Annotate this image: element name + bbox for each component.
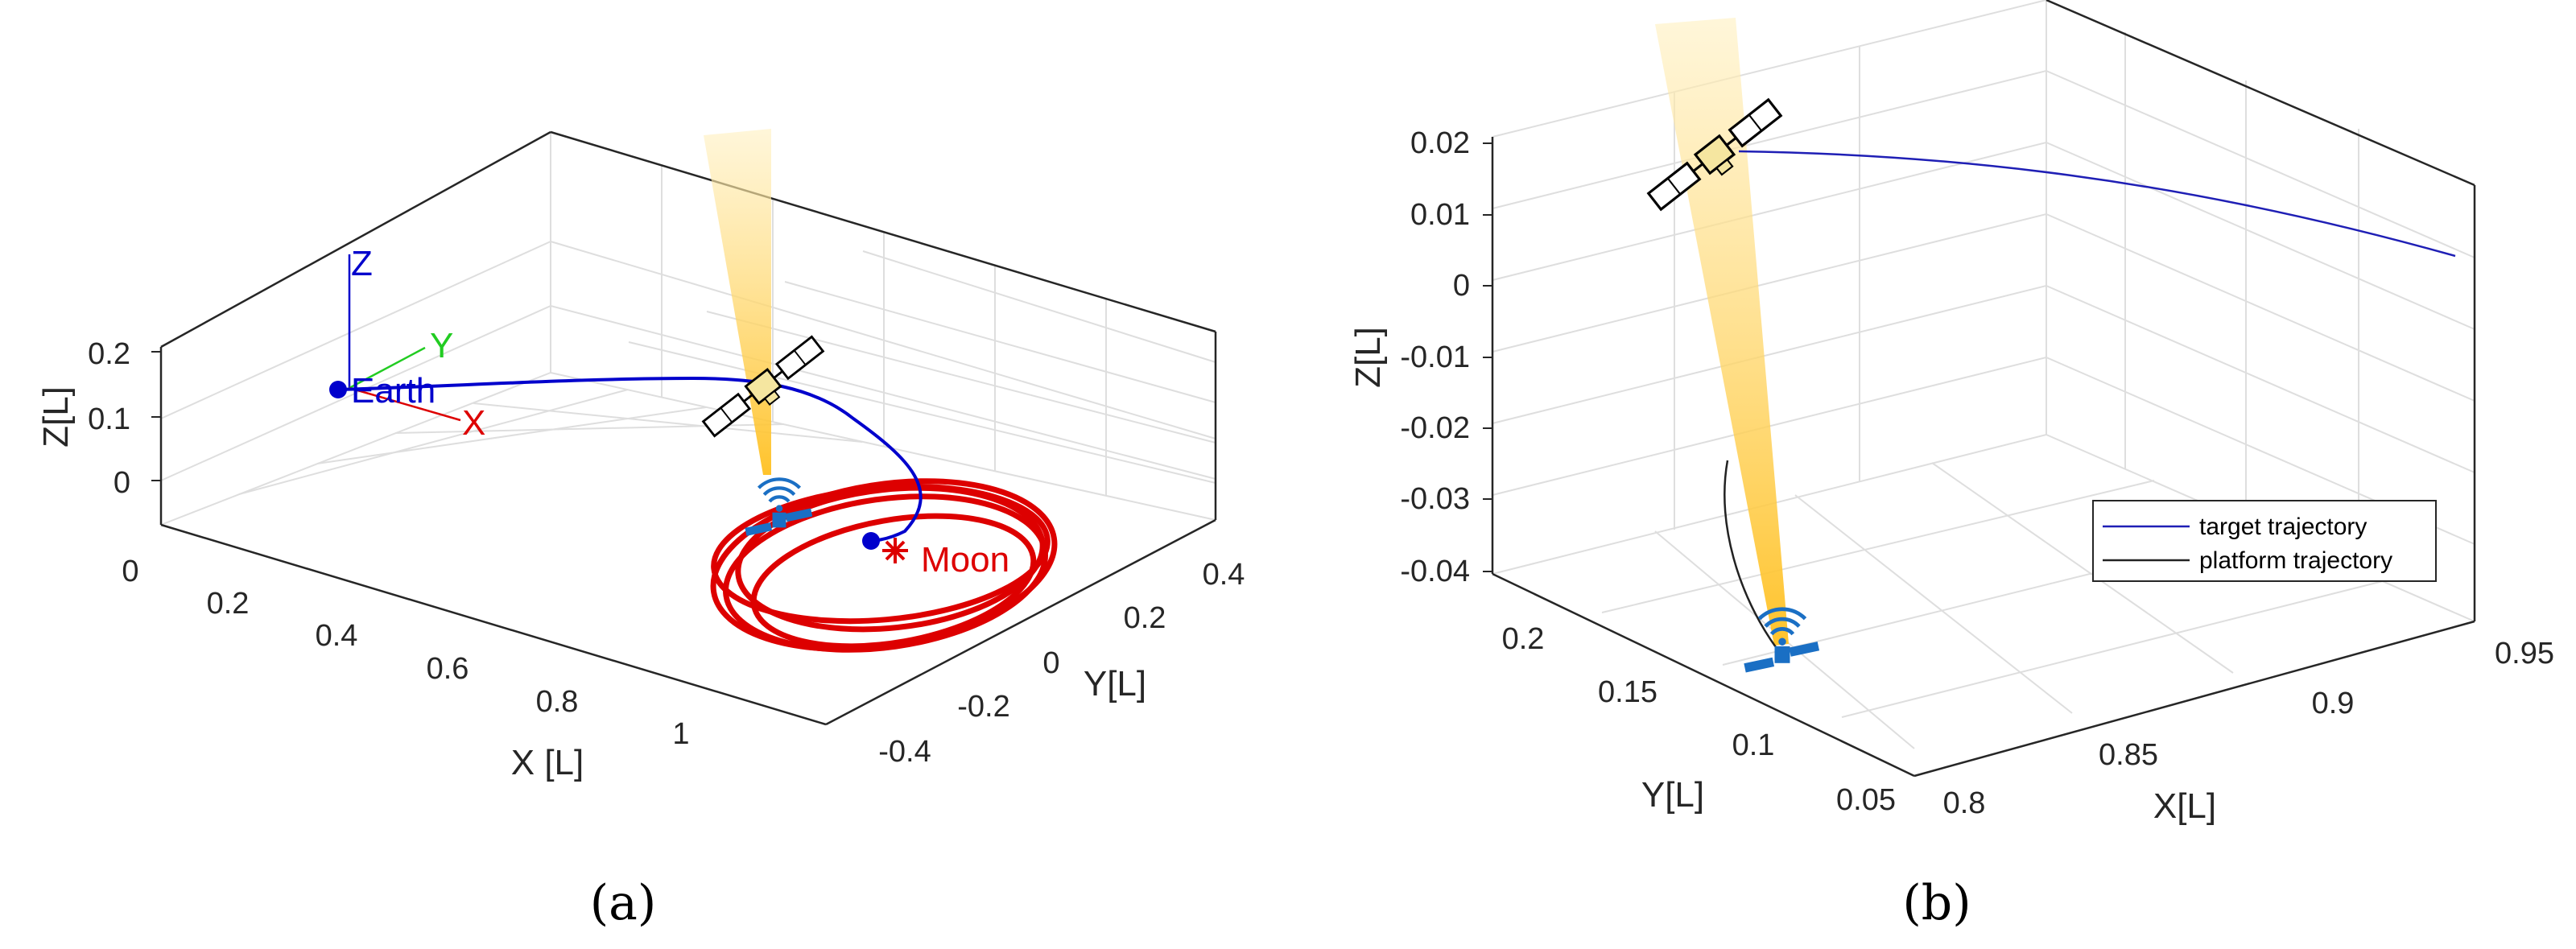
panel-a: 0.2 0.1 0 Z[L] 0 0.2 0.4 0.6 0.8 1 X [L]…: [36, 129, 1245, 782]
caption-b: (b): [1902, 875, 1971, 931]
x-tick-label: 0.2: [207, 587, 250, 621]
panel-b-ylabel: Y[L]: [1641, 775, 1704, 815]
legend-entry-target: target trajectory: [2199, 514, 2367, 540]
x-tick-label: 1: [672, 717, 689, 751]
z-tick-label: -0.01: [1400, 340, 1470, 374]
panel-a-zlabel: Z[L]: [36, 386, 76, 448]
panel-a-x-ticks: 0 0.2 0.4 0.6 0.8 1: [122, 555, 689, 751]
y-tick-label: 0.05: [1836, 783, 1896, 817]
z-tick-label: 0: [114, 466, 130, 500]
panel-a-y-ticks: -0.4 -0.2 0 0.2 0.4: [878, 558, 1245, 769]
panel-b-axes: [1491, 0, 2476, 778]
panel-b-zlabel: Z[L]: [1348, 327, 1388, 388]
panel-a-frame: Z Y X: [348, 244, 485, 443]
x-tick-label: 0.8: [536, 685, 579, 719]
frame-z-label: Z: [351, 244, 373, 283]
x-tick-label: 0.85: [2099, 738, 2158, 772]
panel-b-xlabel: X[L]: [2153, 786, 2216, 826]
z-tick-label: 0: [1453, 269, 1470, 303]
moon-start-marker: [862, 532, 880, 550]
panel-b-z-ticks: 0.02 0.01 0 -0.01 -0.02 -0.03 -0.04: [1400, 126, 1492, 588]
panel-b-legend: target trajectory platform trajectory: [2092, 500, 2437, 582]
z-tick-label: 0.02: [1410, 126, 1470, 160]
panel-b-platform-icon: [1744, 609, 1819, 673]
legend-entry-platform: platform trajectory: [2199, 547, 2392, 574]
y-tick-label: 0.2: [1124, 601, 1166, 635]
panel-b: 0.02 0.01 0 -0.01 -0.02 -0.03 -0.04 Z[L]…: [1348, 0, 2554, 826]
panel-a-xlabel: X [L]: [511, 743, 584, 782]
y-tick-label: -0.4: [878, 735, 931, 769]
panel-b-platform-trajectory: [1724, 460, 1777, 648]
x-tick-label: 0.4: [316, 619, 358, 653]
z-tick-label: 0.1: [88, 402, 130, 436]
panel-a-ylabel: Y[L]: [1084, 664, 1146, 703]
x-tick-label: 0.8: [1943, 786, 1986, 820]
z-tick-label: 0.01: [1410, 198, 1470, 232]
z-tick-label: -0.02: [1400, 411, 1470, 445]
frame-x-label: X: [462, 403, 485, 443]
y-tick-label: 0.2: [1502, 622, 1545, 656]
y-tick-label: 0: [1042, 646, 1059, 680]
earth-label: Earth: [351, 371, 436, 411]
moon-marker: [882, 538, 908, 563]
earth-marker: [329, 381, 347, 398]
panel-a-axes: [159, 130, 1217, 726]
panel-b-grid: [1492, 0, 2475, 749]
panel-a-halo-orbit: [710, 478, 1058, 653]
frame-y-label: Y: [430, 326, 453, 365]
panel-b-x-ticks: 0.8 0.85 0.9 0.95: [1943, 637, 2554, 820]
y-tick-label: -0.2: [957, 690, 1009, 724]
caption-a: (a): [590, 875, 657, 931]
z-tick-label: 0.2: [88, 337, 130, 371]
x-tick-label: 0.6: [427, 652, 469, 686]
panel-a-transfer-trajectory: [337, 376, 923, 543]
moon-label: Moon: [921, 540, 1009, 580]
x-tick-label: 0.9: [2312, 687, 2355, 720]
panel-b-target-trajectory: [1738, 150, 2456, 258]
panel-b-y-ticks: 0.2 0.15 0.1 0.05: [1502, 622, 1896, 817]
z-tick-label: -0.04: [1400, 555, 1470, 588]
panel-a-z-ticks: 0.2 0.1 0: [88, 337, 161, 500]
y-tick-label: 0.1: [1732, 728, 1775, 762]
y-tick-label: 0.4: [1203, 558, 1245, 592]
x-tick-label: 0: [122, 555, 138, 588]
z-tick-label: -0.03: [1400, 482, 1470, 516]
x-tick-label: 0.95: [2495, 637, 2554, 670]
panel-a-grid: [160, 131, 1216, 526]
y-tick-label: 0.15: [1598, 675, 1657, 709]
